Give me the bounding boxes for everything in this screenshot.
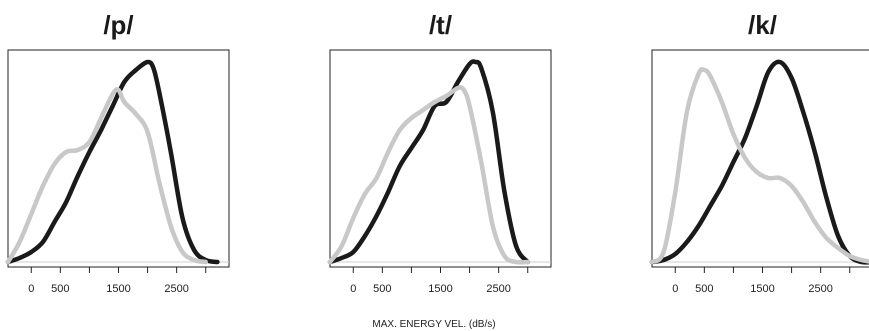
- plot-frame: [329, 49, 552, 268]
- density-curve-light: [327, 85, 530, 265]
- x-tick-label: 500: [51, 283, 69, 295]
- panel-title: /p/: [103, 10, 133, 40]
- x-tick-label: 500: [373, 283, 391, 295]
- x-tick-label: 0: [672, 283, 678, 295]
- density-curve-light: [5, 87, 208, 265]
- x-tick-label: 1500: [750, 283, 774, 295]
- x-tick-label: 2500: [808, 283, 832, 295]
- x-tick-label: 500: [695, 283, 713, 295]
- panel-title: /k/: [748, 10, 777, 40]
- x-tick-label: 0: [350, 283, 356, 295]
- panel-2: /t/0 500 1500 2500: [327, 10, 552, 295]
- density-curve-dark: [649, 59, 869, 265]
- panel-title: /t/: [429, 10, 452, 40]
- x-tick-label: 1500: [428, 283, 452, 295]
- panel-1: /p/0 500 1500 2500: [5, 10, 230, 295]
- plot-frame: [7, 49, 230, 268]
- density-curve-dark: [327, 59, 530, 265]
- x-tick-label: 0: [28, 283, 34, 295]
- density-curve-light: [649, 67, 869, 265]
- x-tick-label: 2500: [164, 283, 188, 295]
- x-tick-label: 1500: [106, 283, 130, 295]
- x-axis-label: MAX. ENERGY VEL. (dB/s): [372, 319, 495, 330]
- panel-3: /k/0 500 1500 2500: [649, 10, 869, 295]
- x-tick-label: 2500: [486, 283, 510, 295]
